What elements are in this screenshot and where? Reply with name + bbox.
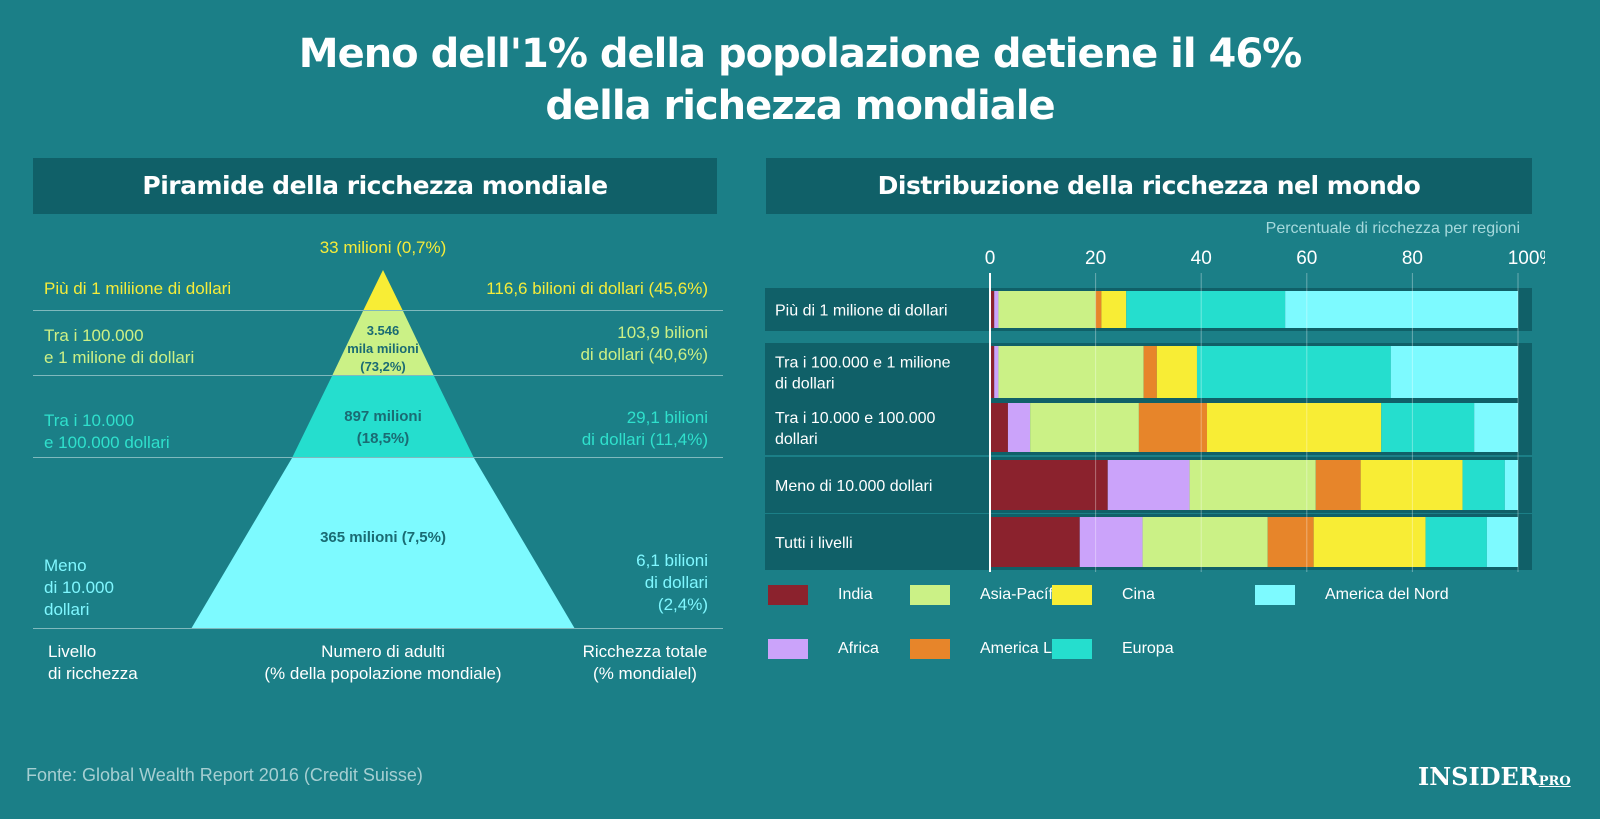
x-axis-label: Percentuale di ricchezza per regioni — [1266, 220, 1520, 237]
legend-swatch — [768, 639, 808, 659]
bar-segment-america-latina — [1315, 460, 1361, 510]
pyramid-tier-3 — [292, 376, 474, 458]
bar-segment-europa — [1381, 403, 1475, 452]
tick-label: 100% — [1508, 248, 1545, 269]
bar-segment-cina — [1360, 460, 1463, 510]
legend-swatch — [1052, 639, 1092, 659]
pyramid-tier-2 — [332, 311, 434, 376]
bar-segment-india — [990, 346, 995, 398]
wealth-label: 103,9 bilioni di dollari (40,6%) — [580, 323, 708, 364]
bar-segment-america-del-nord — [1474, 403, 1518, 452]
bar-segment-india — [990, 517, 1080, 567]
tick-label: 60 — [1296, 248, 1317, 269]
legend-item: Africa — [768, 639, 879, 659]
bar-segment-asia-pac-fico — [1142, 517, 1268, 567]
top-adults-label: 33 milioni (0,7%) — [319, 238, 447, 257]
legend-label: India — [838, 586, 873, 603]
bar-segment-cina — [1313, 517, 1426, 567]
wealth-label: 29,1 bilioni di dollari (11,4%) — [581, 408, 708, 449]
bar-segment-europa — [1462, 460, 1505, 510]
adults-label: 3.546 mila milioni (73,2%) — [347, 323, 419, 374]
pyramid-header: Piramide della ricchezza mondiale — [33, 158, 717, 214]
category-label: Tutti i livelli — [775, 535, 853, 552]
level-label: Più di 1 miliione di dollari — [44, 279, 232, 298]
bar-segment-america-latina — [1143, 346, 1157, 398]
bar-segment-africa — [994, 291, 999, 328]
legend-swatch — [768, 585, 808, 605]
legend-label: Africa — [838, 640, 879, 657]
pyramid-tier-bottom — [191, 458, 575, 629]
legend-swatch — [1052, 585, 1092, 605]
bar-segment-africa — [1107, 460, 1190, 510]
adults-label: 897 milioni (18,5%) — [344, 408, 422, 447]
legend-item: Europa — [1052, 639, 1174, 659]
level-label: Meno di 10.000 dollari — [44, 556, 114, 619]
category-label: dollari — [775, 431, 818, 448]
category-label: Meno di 10.000 dollari — [775, 478, 932, 495]
bar-segment-america-latina — [1095, 291, 1102, 328]
legend-item: Asia-Pacífico — [910, 585, 1073, 605]
adults-label: 365 milioni (7,5%) — [320, 529, 446, 546]
bar-segment-india — [990, 291, 995, 328]
legend-item: India — [768, 585, 873, 605]
bar-segment-africa — [1079, 517, 1143, 567]
bar-segment-cina — [1156, 346, 1197, 398]
chart-header: Distribuzione della ricchezza nel mondo — [766, 158, 1532, 214]
divider — [33, 628, 723, 629]
category-label: Tra i 10.000 e 100.000 — [775, 410, 936, 427]
bar-segment-asia-pac-fico — [998, 291, 1096, 328]
bar-segment-europa — [1196, 346, 1391, 398]
legend-label: Cina — [1122, 586, 1155, 603]
legend-swatch — [910, 585, 950, 605]
footer-wealth: Ricchezza totale (% mondialel) — [582, 642, 708, 683]
bar-segment-america-latina — [1138, 403, 1208, 452]
divider — [33, 375, 723, 376]
bar-segment-america-del-nord — [1504, 460, 1518, 510]
tick-label: 20 — [1085, 248, 1106, 269]
footer-adults: Numero di adulti (% della popolazione mon… — [264, 642, 502, 683]
legend-label: America del Nord — [1325, 586, 1449, 603]
bar-segment-india — [990, 403, 1008, 452]
bar-segment-asia-pac-fico — [998, 346, 1144, 398]
page-title: Meno dell'1% della popolazione detiene i… — [298, 31, 1302, 129]
bar-segment-asia-pac-fico — [1030, 403, 1139, 452]
bar-segment-africa — [994, 346, 999, 398]
bar-segment-america-latina — [1267, 517, 1314, 567]
bar-segment-cina — [1207, 403, 1382, 452]
level-label: Tra i 10.000 e 100.000 dollari — [44, 411, 170, 452]
footer-level: Livello di ricchezza — [48, 642, 138, 683]
divider — [33, 310, 723, 311]
source-note: Fonte: Global Wealth Report 2016 (Credit… — [26, 765, 423, 785]
bar-segment-india — [990, 460, 1108, 510]
stacked-bar-chart: Percentuale di ricchezza per regioni Più … — [765, 220, 1545, 572]
legend-label: Asia-Pacífico — [980, 586, 1074, 603]
legend-label: Europa — [1122, 640, 1174, 657]
bar-segment-europa — [1425, 517, 1487, 567]
wealth-pyramid — [191, 270, 575, 629]
legend-item: America del Nord — [1255, 585, 1449, 605]
legend-item: Cina — [1052, 585, 1155, 605]
bar-segment-cina — [1101, 291, 1127, 328]
bar-segment-africa — [1007, 403, 1031, 452]
bar-segment-asia-pac-fico — [1189, 460, 1316, 510]
category-label: Tra i 100.000 e 1 milione — [775, 355, 951, 372]
pyramid-tier-top — [363, 270, 403, 311]
legend-swatch — [910, 639, 950, 659]
tick-label: 0 — [985, 248, 996, 269]
tick-label: 40 — [1191, 248, 1212, 269]
bar-segment-america-del-nord — [1486, 517, 1518, 567]
bar-segment-america-del-nord — [1285, 291, 1518, 328]
insider-pro-logo: INSIDERPRO — [1418, 762, 1571, 791]
tick-label: 80 — [1402, 248, 1423, 269]
bar-segment-europa — [1126, 291, 1286, 328]
divider — [33, 457, 723, 458]
wealth-label: 116,6 bilioni di dollari (45,6%) — [486, 279, 708, 298]
category-label: Più di 1 milione di dollari — [775, 303, 948, 320]
bar-segment-america-del-nord — [1390, 346, 1518, 398]
category-label: di dollari — [775, 376, 835, 393]
legend-swatch — [1255, 585, 1295, 605]
level-label: Tra i 100.000 e 1 milione di dollari — [44, 326, 195, 367]
wealth-label: 6,1 bilioni di dollari (2,4%) — [636, 551, 708, 614]
